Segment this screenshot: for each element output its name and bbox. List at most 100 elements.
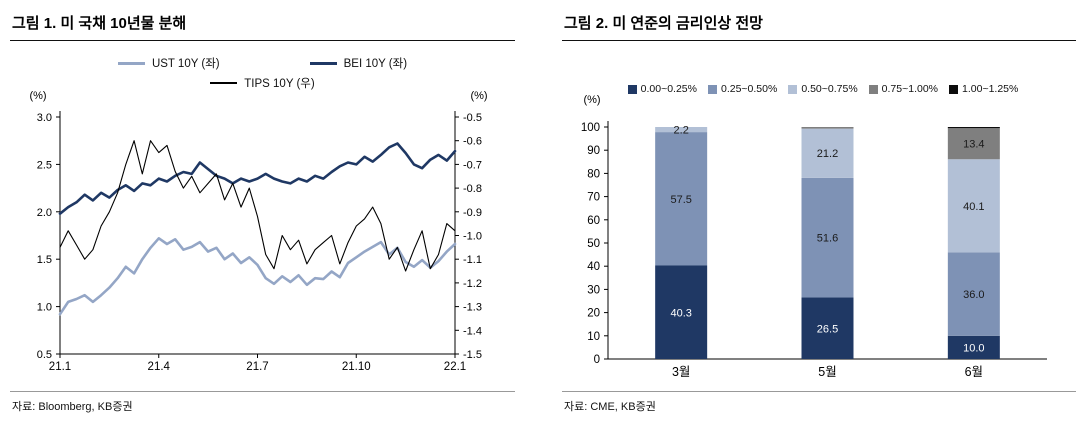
legend-item-ust-10y: UST 10Y (좌) [117, 55, 220, 71]
figure1-legend: UST 10Y (좌) BEI 10Y (좌) TIPS 10Y (우) [10, 55, 515, 91]
left-tick-label: 1.0 [37, 302, 52, 314]
figure1-panel: 그림 1. 미 국채 10년물 분해 UST 10Y (좌) BEI 10Y (좌… [10, 10, 515, 414]
y-tick-label: 60 [587, 215, 600, 227]
right-tick-label: -1.1 [463, 254, 482, 266]
bar-value-label: 36.0 [963, 289, 984, 301]
right-tick-label: -1.4 [463, 325, 482, 337]
bar-value-label: 13.4 [963, 139, 984, 151]
figure2-title: 그림 2. 미 연준의 금리인상 전망 [562, 10, 1076, 41]
x-tick-label: 21.4 [148, 361, 171, 373]
left-tick-label: 3.0 [37, 112, 52, 124]
bei-10y-line [58, 142, 457, 215]
y-tick-label: 50 [587, 238, 600, 250]
band-000-025-segment [947, 335, 1000, 359]
legend-row-2: TIPS 10Y (우) [210, 75, 315, 91]
category-label: 3월 [672, 365, 690, 379]
bei-10y-legend-swatch [309, 61, 337, 65]
report-page: 그림 1. 미 국채 10년물 분해 UST 10Y (좌) BEI 10Y (좌… [10, 10, 1076, 414]
bar-value-label: 26.5 [817, 323, 838, 335]
left-tick-label: 2.0 [37, 207, 52, 219]
bar-value-label: 51.6 [817, 233, 838, 245]
figure2-panel: 그림 2. 미 연준의 금리인상 전망 0.00~0.25% 0.25~0.50%… [562, 10, 1076, 414]
figure2-source: 자료: CME, KB증권 [562, 391, 1076, 414]
band-050-075-legend-swatch [788, 84, 798, 94]
right-tick-label: -0.7 [463, 159, 482, 171]
figure1-source: 자료: Bloomberg, KB증권 [10, 391, 515, 414]
band-050-075-segment [947, 159, 1000, 253]
rate-hike-outlook-chart: 0 10 20 30 40 50 60 70 80 90 100 (%) 40.3 57.5 2.2 3월 26… [581, 94, 1047, 379]
y-tick-label: 10 [587, 331, 600, 343]
right-tick-label: -0.6 [463, 136, 482, 148]
ust-10y-legend-swatch [117, 61, 145, 65]
legend-label: 0.50~0.75% [801, 83, 858, 95]
bar-value-label: 21.2 [817, 148, 838, 160]
x-tick-label: 21.10 [342, 361, 371, 373]
legend-label: TIPS 10Y (우) [244, 78, 315, 90]
legend-item-tips-10y: TIPS 10Y (우) [210, 75, 315, 91]
category-label: 6월 [965, 365, 983, 379]
legend-item-band-075-100: 0.75~1.00% [868, 83, 939, 95]
y-tick-label: 40 [587, 261, 600, 273]
legend-label: 0.00~0.25% [640, 83, 697, 95]
band-050-075-segment [801, 128, 854, 178]
left-axis-unit: (%) [29, 90, 46, 102]
bar-value-label: 40.1 [963, 201, 984, 213]
left-tick-label: 0.5 [37, 349, 52, 361]
x-tick-label: 21.1 [49, 361, 71, 373]
y-tick-label: 0 [594, 354, 600, 366]
y-tick-label: 70 [587, 192, 600, 204]
tips-10y-line [59, 140, 456, 272]
band-075-100-legend-swatch [868, 84, 878, 94]
x-tick-label: 21.7 [246, 361, 268, 373]
right-tick-label: -0.9 [463, 207, 482, 219]
figure1-chart-area: UST 10Y (좌) BEI 10Y (좌) TIPS 10Y (우) 3.0 2.… [10, 41, 515, 391]
bar-value-label: 57.5 [670, 194, 691, 206]
bar-value-label: 10.0 [963, 342, 984, 354]
figure1-title: 그림 1. 미 국채 10년물 분해 [10, 10, 515, 41]
x-tick-label: 22.1 [444, 361, 466, 373]
band-000-025-segment [655, 265, 708, 359]
band-025-050-segment [801, 177, 854, 298]
band-050-075-segment [655, 127, 708, 133]
y-tick-label: 90 [587, 145, 600, 157]
band-025-050-segment [655, 132, 708, 266]
right-tick-label: -0.5 [463, 112, 482, 124]
legend-item-bei-10y: BEI 10Y (좌) [309, 55, 408, 71]
legend-row-1: UST 10Y (좌) BEI 10Y (좌) [117, 55, 408, 71]
right-axis-unit: (%) [470, 90, 487, 102]
legend-item-band-000-025: 0.00~0.25% [627, 83, 697, 95]
band-100-125-legend-swatch [949, 84, 959, 94]
figure2-chart-area: 0.00~0.25% 0.25~0.50% 0.50~0.75% 0.75~1.00%… [562, 41, 1076, 391]
tips-10y-legend-swatch [210, 82, 238, 84]
legend-label: 0.75~1.00% [881, 83, 939, 95]
legend-item-band-025-050: 0.25~0.50% [707, 83, 778, 95]
left-tick-label: 1.5 [37, 254, 52, 266]
bar-value-label: 2.2 [674, 125, 689, 137]
band-025-050-legend-swatch [707, 84, 717, 94]
y-tick-label: 80 [587, 168, 600, 180]
right-tick-label: -1.3 [463, 302, 482, 314]
legend-item-band-050-075: 0.50~0.75% [788, 83, 858, 95]
bar-value-label: 40.3 [670, 307, 691, 319]
left-tick-label: 2.5 [37, 159, 52, 171]
band-000-025-legend-swatch [627, 84, 637, 94]
legend-item-band-100-125: 1.00~1.25% [949, 83, 1018, 95]
y-tick-label: 20 [587, 308, 600, 320]
category-label: 5월 [818, 365, 836, 379]
band-025-050-segment [947, 252, 1000, 336]
figure2-legend: 0.00~0.25% 0.25~0.50% 0.50~0.75% 0.75~1.00%… [570, 83, 1076, 95]
band-075-100-segment [801, 127, 854, 129]
legend-label: BEI 10Y (좌) [343, 58, 408, 70]
legend-label: UST 10Y (좌) [151, 58, 220, 70]
y-tick-label: 30 [587, 284, 600, 296]
legend-label: 1.00~1.25% [962, 83, 1019, 95]
legend-label: 0.25~0.50% [720, 83, 778, 95]
right-tick-label: -1.0 [463, 231, 482, 243]
right-tick-label: -1.5 [463, 349, 482, 361]
y-tick-label: 100 [581, 122, 600, 134]
right-tick-label: -1.2 [463, 278, 482, 290]
band-100-125-segment [947, 127, 1000, 129]
treasury-decomposition-chart: 3.0 2.5 2.0 1.5 1.0 0.5 -0.5 -0.6 -0.7 -0.8 -0.9 -1… [29, 90, 487, 373]
y-axis-unit: (%) [583, 94, 600, 106]
band-000-025-segment [801, 297, 854, 359]
